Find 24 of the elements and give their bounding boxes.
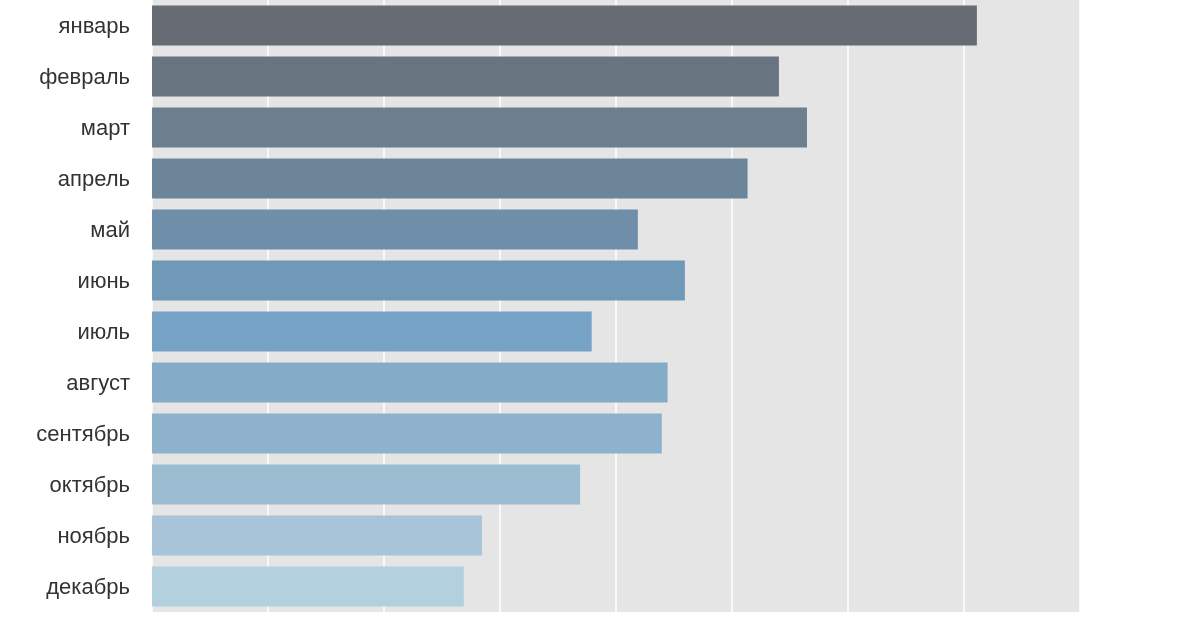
y-tick-label: август [66,370,130,395]
bar [152,464,581,505]
bar [152,158,748,199]
bar [152,515,482,556]
bar [152,209,638,250]
y-tick-label: июль [77,319,130,344]
y-tick-label: январь [58,13,130,38]
bar [152,566,464,607]
y-tick-label: июнь [77,268,130,293]
y-tick-label: декабрь [46,574,130,599]
bar [152,362,668,403]
y-tick-label: октябрь [49,472,130,497]
bar [152,107,807,148]
y-tick-label: февраль [39,64,130,89]
y-tick-label: ноябрь [57,523,130,548]
bar [152,413,662,454]
bar [152,260,685,301]
y-tick-label: май [90,217,130,242]
y-tick-label: апрель [57,166,130,191]
bar [152,56,779,97]
bar [152,311,592,352]
bar [152,5,977,46]
y-tick-label: сентябрь [36,421,130,446]
y-tick-label: март [80,115,130,140]
